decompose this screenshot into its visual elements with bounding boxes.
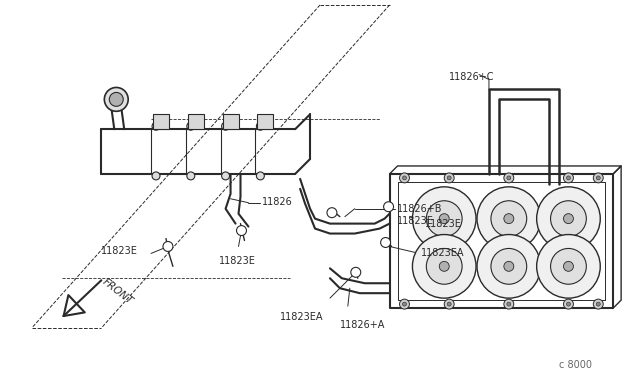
- Text: 11823EA: 11823EA: [280, 312, 324, 322]
- Circle shape: [504, 262, 514, 271]
- Circle shape: [237, 225, 246, 235]
- Circle shape: [412, 187, 476, 250]
- Bar: [153, 114, 169, 129]
- Circle shape: [187, 172, 195, 180]
- Circle shape: [504, 173, 514, 183]
- Circle shape: [563, 262, 573, 271]
- Circle shape: [593, 299, 604, 309]
- Circle shape: [444, 299, 454, 309]
- Circle shape: [447, 302, 451, 306]
- Circle shape: [537, 187, 600, 250]
- Circle shape: [507, 302, 511, 306]
- Circle shape: [491, 201, 527, 237]
- Circle shape: [477, 187, 541, 250]
- Circle shape: [550, 201, 586, 237]
- Circle shape: [566, 176, 570, 180]
- Text: 11823E: 11823E: [426, 219, 462, 229]
- Circle shape: [593, 173, 604, 183]
- Text: 11823EA: 11823EA: [421, 248, 465, 259]
- Circle shape: [563, 214, 573, 224]
- Circle shape: [403, 176, 406, 180]
- Circle shape: [221, 172, 230, 180]
- Circle shape: [447, 176, 451, 180]
- Circle shape: [507, 176, 511, 180]
- Circle shape: [383, 202, 394, 212]
- Circle shape: [351, 267, 361, 277]
- Circle shape: [381, 238, 390, 247]
- Circle shape: [550, 248, 586, 284]
- Circle shape: [403, 302, 406, 306]
- Circle shape: [563, 299, 573, 309]
- Text: 11823E: 11823E: [101, 247, 138, 256]
- Circle shape: [152, 122, 160, 130]
- Circle shape: [163, 241, 173, 251]
- Circle shape: [412, 234, 476, 298]
- Bar: [223, 114, 239, 129]
- Circle shape: [257, 122, 264, 130]
- Circle shape: [399, 299, 410, 309]
- Text: 11826+A: 11826+A: [340, 320, 385, 330]
- Text: 11826+C: 11826+C: [449, 71, 495, 81]
- Circle shape: [221, 122, 230, 130]
- Circle shape: [491, 248, 527, 284]
- Circle shape: [104, 87, 128, 111]
- Circle shape: [596, 302, 600, 306]
- Circle shape: [566, 302, 570, 306]
- Circle shape: [439, 214, 449, 224]
- Circle shape: [327, 208, 337, 218]
- Text: c 8000: c 8000: [559, 360, 591, 370]
- Circle shape: [257, 172, 264, 180]
- Text: 11826+B: 11826+B: [397, 204, 442, 214]
- Text: FRONT: FRONT: [100, 276, 134, 306]
- Circle shape: [563, 173, 573, 183]
- Circle shape: [477, 234, 541, 298]
- Circle shape: [426, 248, 462, 284]
- Circle shape: [537, 234, 600, 298]
- Text: 11823E: 11823E: [219, 256, 255, 266]
- Circle shape: [504, 214, 514, 224]
- Circle shape: [596, 176, 600, 180]
- Bar: [188, 114, 204, 129]
- Circle shape: [504, 299, 514, 309]
- Circle shape: [399, 173, 410, 183]
- Circle shape: [109, 92, 124, 106]
- Circle shape: [444, 173, 454, 183]
- Circle shape: [152, 172, 160, 180]
- Circle shape: [187, 122, 195, 130]
- Circle shape: [426, 201, 462, 237]
- Text: 11826: 11826: [262, 197, 293, 207]
- Text: 11823E: 11823E: [397, 216, 433, 226]
- Circle shape: [439, 262, 449, 271]
- Bar: [257, 114, 273, 129]
